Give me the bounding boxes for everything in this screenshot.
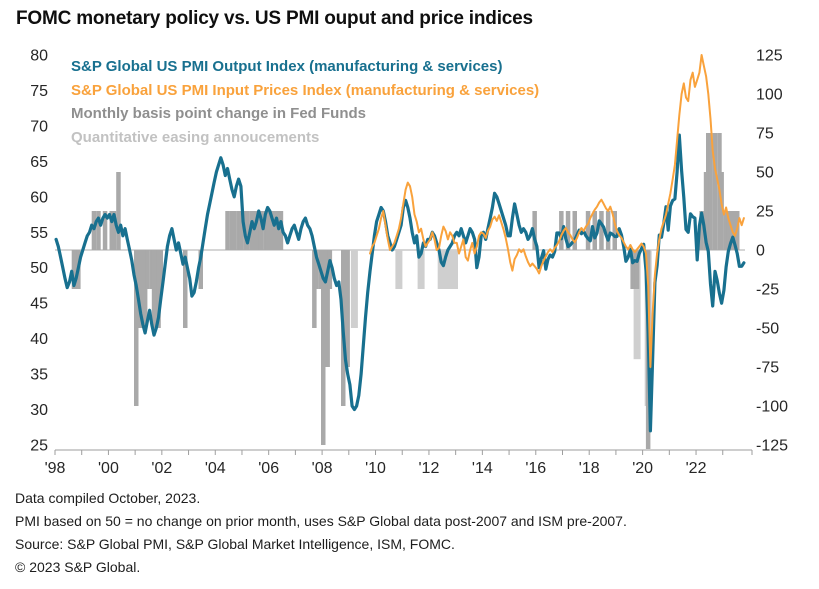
footer-line-3: Source: S&P Global PMI, S&P Global Marke…	[15, 536, 455, 552]
legend-item-pmi-output: S&P Global US PMI Output Index (manufact…	[71, 58, 503, 75]
right-tick-label: 75	[756, 126, 774, 143]
x-tick-label: '22	[686, 460, 707, 477]
footer-notes: Data compiled October, 2023. PMI based on…	[15, 487, 627, 579]
qe-announcement-bars	[342, 250, 652, 406]
x-tick-label: '16	[525, 460, 546, 477]
right-tick-label: 100	[756, 87, 783, 104]
x-tick-label: '12	[419, 460, 440, 477]
x-tick-label: '04	[205, 460, 226, 477]
x-tick-label: '10	[365, 460, 386, 477]
x-tick-label: '18	[579, 460, 600, 477]
right-tick-label: -25	[756, 282, 779, 299]
right-tick-label: 25	[756, 204, 774, 221]
left-tick-label: 60	[30, 189, 48, 206]
right-tick-label: -75	[756, 360, 779, 377]
legend-item-qe-announcements: Quantitative easing annoucements	[71, 128, 320, 146]
chart-title: FOMC monetary policy vs. US PMI ouput an…	[16, 8, 533, 29]
right-tick-label: -125	[756, 438, 788, 455]
left-tick-label: 25	[30, 438, 48, 455]
right-tick-label: 50	[756, 165, 774, 182]
footer-line-1: Data compiled October, 2023.	[15, 490, 201, 506]
left-tick-label: 30	[30, 402, 48, 419]
right-axis-labels: 125 100 75 50 25 0 -25 -50 -75 -100 -125	[756, 48, 788, 455]
left-tick-label: 55	[30, 225, 48, 242]
left-tick-label: 40	[30, 331, 48, 348]
x-tick-label: '00	[98, 460, 119, 477]
x-tick-label: '08	[312, 460, 333, 477]
pmi-output-line	[54, 133, 746, 433]
footer-line-4: © 2023 S&P Global.	[15, 559, 141, 575]
left-tick-label: 65	[30, 154, 48, 171]
left-axis-labels: 80 75 70 65 60 55 50 45 40 35 30 25	[30, 48, 48, 455]
left-tick-label: 80	[30, 48, 48, 65]
pmi-input-prices-line	[369, 54, 745, 368]
x-tick-label: '20	[632, 460, 653, 477]
left-tick-label: 35	[30, 367, 48, 384]
right-tick-label: 125	[756, 48, 783, 65]
left-tick-label: 75	[30, 83, 48, 100]
legend-item-fed-funds-change: Monthly basis point change in Fed Funds	[71, 105, 367, 122]
footer-line-2: PMI based on 50 = no change on prior mon…	[15, 513, 627, 529]
right-tick-label: 0	[756, 243, 765, 260]
right-tick-label: -100	[756, 399, 788, 416]
x-tick-label: '06	[258, 460, 279, 477]
chart-legend: S&P Global US PMI Output Index (manufact…	[71, 55, 539, 149]
right-tick-label: -50	[756, 321, 779, 338]
left-tick-label: 70	[30, 118, 48, 135]
x-tick-label: '98	[45, 460, 66, 477]
left-tick-label: 50	[30, 260, 48, 277]
x-tick-label: '02	[151, 460, 172, 477]
left-tick-label: 45	[30, 296, 48, 313]
x-axis: '98 '00 '02 '04 '06 '08 '10 '12 '14 '16 '18 '20 '22	[45, 449, 753, 477]
x-tick-label: '14	[472, 460, 493, 477]
legend-item-pmi-input-prices: S&P Global US PMI Input Prices Index (ma…	[71, 81, 540, 99]
